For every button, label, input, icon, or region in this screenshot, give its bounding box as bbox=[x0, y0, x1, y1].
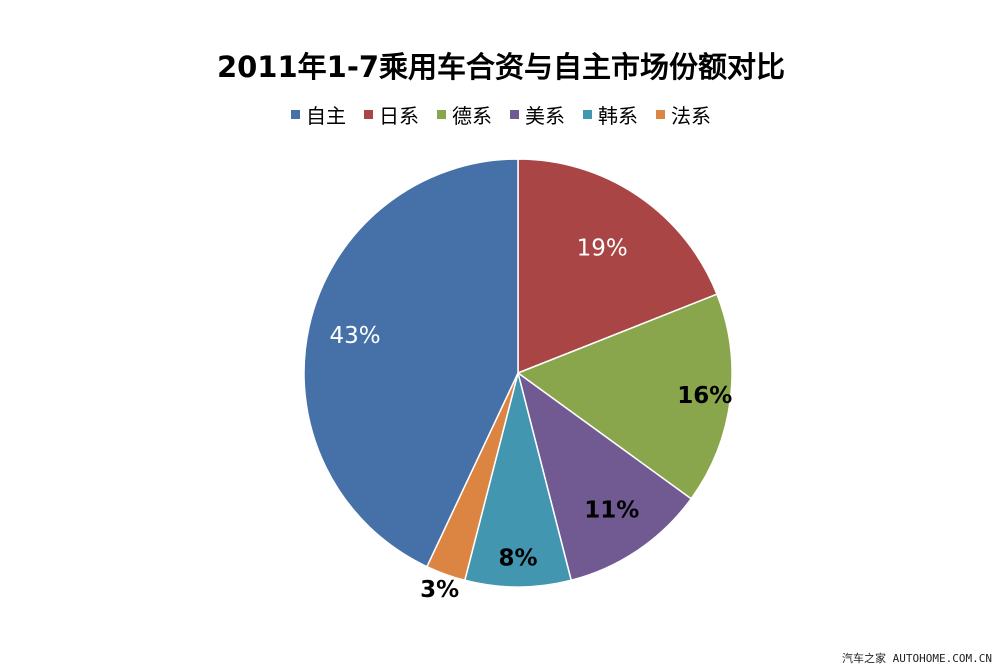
slice-label-4: 8% bbox=[498, 546, 537, 572]
slice-label-1: 19% bbox=[577, 236, 628, 262]
legend-item-rixi: 日系 bbox=[364, 100, 419, 129]
legend-swatch bbox=[291, 110, 300, 119]
legend-item-faxi: 法系 bbox=[656, 100, 711, 129]
legend-label: 德系 bbox=[452, 104, 492, 128]
legend-swatch bbox=[583, 110, 592, 119]
legend-swatch bbox=[510, 110, 519, 119]
pie-slice-3 bbox=[516, 371, 693, 582]
legend-label: 美系 bbox=[525, 104, 565, 128]
legend-label: 法系 bbox=[671, 104, 711, 128]
pie-slice-2 bbox=[516, 293, 733, 500]
legend-item-hanxi: 韩系 bbox=[583, 100, 638, 129]
legend-label: 韩系 bbox=[598, 104, 638, 128]
legend-label: 日系 bbox=[379, 104, 419, 128]
pie-slice-0 bbox=[303, 158, 519, 568]
legend-swatch bbox=[364, 110, 373, 119]
chart-title: 2011年1-7乘用车合资与自主市场份额对比 bbox=[216, 50, 786, 84]
slice-label-2: 16% bbox=[677, 383, 732, 409]
slice-label-3: 11% bbox=[584, 498, 639, 524]
slice-label-0: 43% bbox=[330, 323, 381, 349]
legend-item-zizhu: 自主 bbox=[291, 100, 346, 129]
watermark: 汽车之家 AUTOHOME.COM.CN bbox=[842, 652, 992, 665]
legend-swatch bbox=[437, 110, 446, 119]
legend-swatch bbox=[656, 110, 665, 119]
pie-slice-4 bbox=[463, 372, 573, 588]
legend-item-meixi: 美系 bbox=[510, 100, 565, 129]
pie-slice-1 bbox=[517, 158, 718, 375]
slice-label-5: 3% bbox=[420, 577, 459, 603]
legend-item-dexi: 德系 bbox=[437, 100, 492, 129]
legend: 自主 日系 德系 美系 韩系 法系 bbox=[0, 100, 1002, 129]
legend-label: 自主 bbox=[306, 104, 346, 128]
